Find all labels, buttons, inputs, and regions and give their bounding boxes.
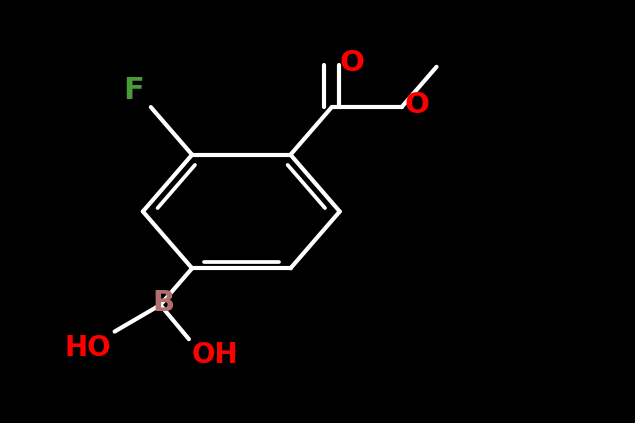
Text: HO: HO — [65, 334, 111, 362]
Text: F: F — [124, 76, 145, 105]
Text: O: O — [405, 91, 430, 119]
Text: B: B — [152, 289, 175, 317]
Text: OH: OH — [192, 341, 239, 369]
Text: O: O — [340, 49, 364, 77]
